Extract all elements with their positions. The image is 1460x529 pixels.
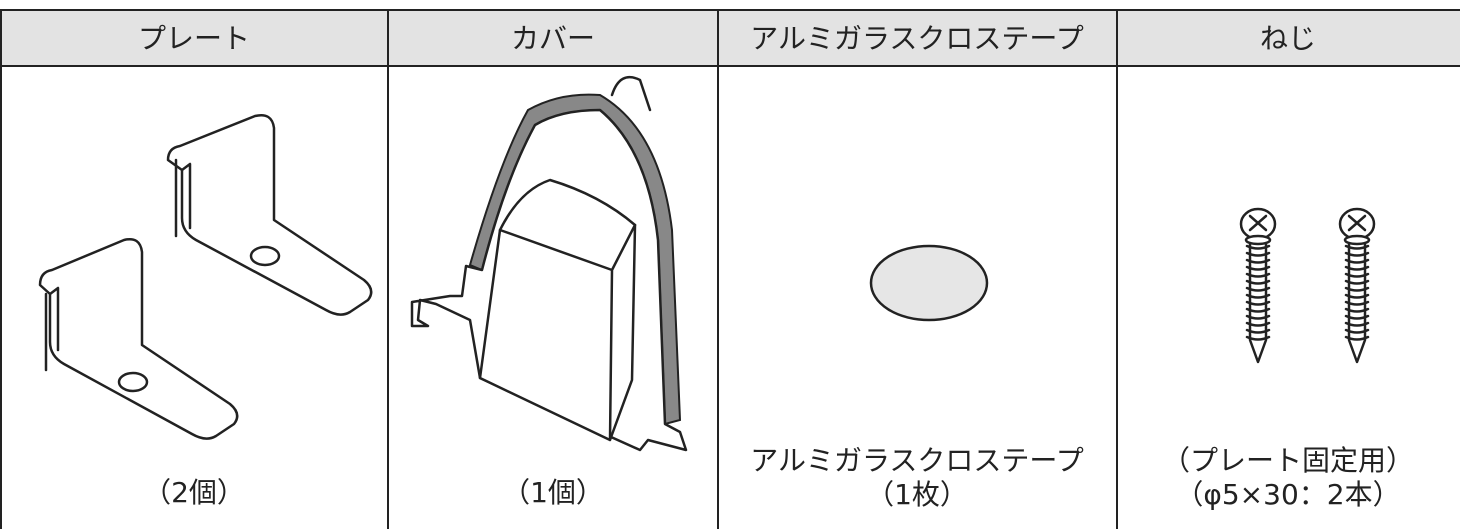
screw-part — [1347, 238, 1367, 364]
cover-illustration — [410, 75, 688, 452]
header-cell: アルミガラスクロステープ — [750, 22, 1083, 55]
screw-part — [1344, 279, 1370, 285]
screw-part — [1245, 286, 1271, 292]
screw-part — [1245, 279, 1271, 285]
table-grid — [0, 9, 1460, 529]
screw-part — [1248, 214, 1268, 232]
screw-part — [1245, 321, 1271, 327]
screw-illustration — [1239, 207, 1376, 364]
screw-part — [1248, 238, 1268, 364]
screw-part — [1344, 328, 1370, 334]
screw-part — [1245, 307, 1271, 313]
screw-part — [1245, 258, 1271, 264]
screw-part — [1344, 293, 1370, 299]
screw-part — [1245, 251, 1271, 257]
plate-illustration — [38, 114, 373, 440]
screw-part — [1344, 321, 1370, 327]
screw-part — [1344, 258, 1370, 264]
header-cell: ねじ — [1260, 22, 1316, 55]
caption: （2個） — [143, 476, 245, 509]
caption: （1個） — [502, 476, 604, 509]
header-cell: カバー — [511, 22, 595, 55]
screw-part — [1347, 214, 1367, 232]
screw-part — [1245, 272, 1271, 278]
screw-part — [1344, 307, 1370, 313]
screw-part — [1245, 328, 1271, 334]
screw-part — [1245, 293, 1271, 299]
caption: アルミガラスクロステープ — [750, 444, 1083, 477]
caption: （プレート固定用） — [1162, 444, 1414, 477]
screw-part — [1245, 335, 1271, 341]
screw-part — [1344, 335, 1370, 341]
caption: （1枚） — [866, 478, 968, 511]
screw-part — [1344, 265, 1370, 271]
screw-part — [1344, 286, 1370, 292]
header-cell: プレート — [138, 22, 250, 55]
caption: （φ5×30：2本） — [1175, 478, 1400, 511]
screw-part — [1343, 234, 1371, 246]
screw-part — [1344, 272, 1370, 278]
screw-part — [1344, 244, 1370, 250]
screw-part — [1344, 314, 1370, 320]
tape-illustration — [869, 244, 989, 322]
screw-part — [1245, 265, 1271, 271]
screw-part — [1344, 300, 1370, 306]
header-row — [0, 10, 1460, 66]
screw-part — [1245, 314, 1271, 320]
screw-part — [1245, 300, 1271, 306]
screw-part — [1344, 251, 1370, 257]
screw-part — [1245, 244, 1271, 250]
screw-part — [1244, 234, 1272, 246]
